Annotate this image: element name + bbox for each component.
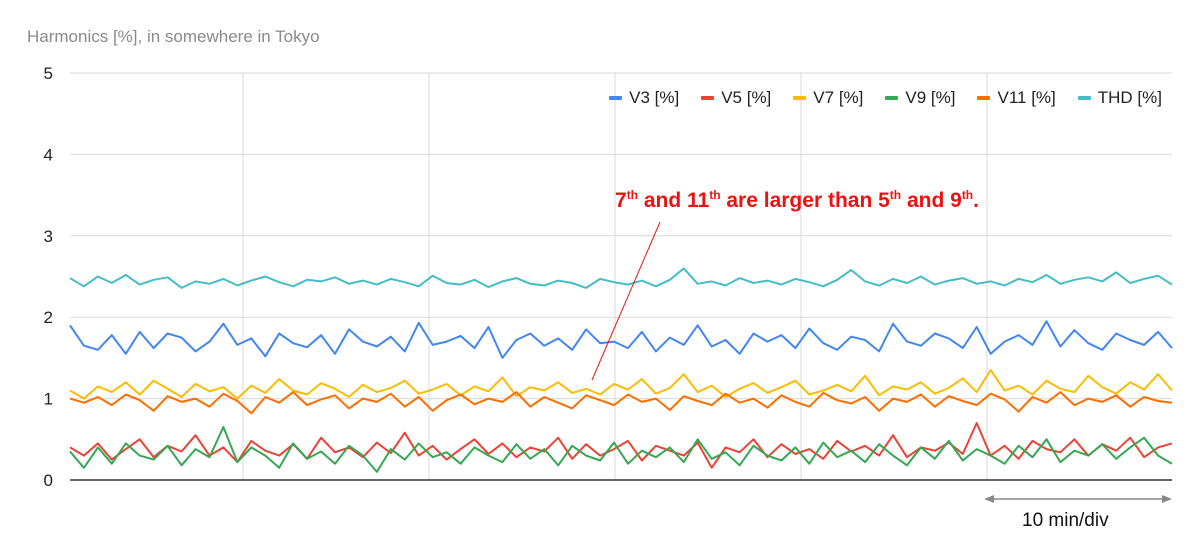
legend-item[interactable]: V7 [%] bbox=[793, 88, 863, 108]
legend-swatch-icon bbox=[977, 96, 991, 100]
y-tick-label: 2 bbox=[44, 308, 53, 327]
ordinal-suffix: th bbox=[709, 188, 721, 202]
annotation-text: and 9 bbox=[901, 189, 962, 212]
y-tick-label: 0 bbox=[44, 471, 53, 490]
y-tick-label: 1 bbox=[44, 390, 53, 409]
series-line-v9 bbox=[69, 426, 1173, 473]
legend-label: THD [%] bbox=[1097, 88, 1162, 107]
scale-arrow-right-head bbox=[1162, 495, 1172, 503]
chart-title: Harmonics [%], in somewhere in Tokyo bbox=[27, 27, 320, 46]
series-line-v11 bbox=[69, 391, 1173, 415]
ordinal-suffix: th bbox=[889, 188, 902, 202]
ordinal-suffix: th bbox=[961, 188, 974, 202]
legend-item[interactable]: V5 [%] bbox=[701, 88, 771, 108]
annotation-text: 7 bbox=[615, 189, 627, 212]
y-tick-label: 3 bbox=[44, 227, 53, 246]
legend-label: V5 [%] bbox=[721, 88, 772, 107]
series-line-v5 bbox=[69, 422, 1173, 469]
annotation-text: and 11 bbox=[638, 189, 710, 212]
legend-swatch-icon bbox=[701, 96, 715, 100]
ordinal-suffix: th bbox=[626, 188, 639, 202]
annotation: 7th and 11th are larger than 5th and 9th… bbox=[615, 188, 979, 213]
legend-swatch-icon bbox=[609, 96, 623, 100]
legend-swatch-icon bbox=[793, 96, 807, 100]
legend-item[interactable]: V9 [%] bbox=[885, 88, 955, 108]
legend-label: V9 [%] bbox=[905, 88, 956, 107]
legend-label: V3 [%] bbox=[629, 88, 680, 107]
legend-label: V7 [%] bbox=[813, 88, 864, 107]
legend: V3 [%] V5 [%] V7 [%] V9 [%] V11 [%] THD [%] bbox=[609, 88, 1162, 108]
legend-swatch-icon bbox=[1077, 96, 1091, 100]
series-line-v3 bbox=[69, 320, 1173, 359]
y-tick-label: 5 bbox=[44, 64, 53, 83]
annotation-text: . bbox=[973, 189, 979, 212]
x-scale-label: 10 min/div bbox=[1022, 510, 1109, 531]
series-line-v7 bbox=[69, 369, 1173, 400]
legend-item[interactable]: V3 [%] bbox=[609, 88, 679, 108]
legend-label: V11 [%] bbox=[997, 88, 1056, 107]
y-tick-label: 4 bbox=[44, 145, 53, 164]
legend-swatch-icon bbox=[885, 96, 899, 100]
legend-item[interactable]: V11 [%] bbox=[977, 88, 1056, 108]
scale-arrow-left-head bbox=[984, 495, 994, 503]
annotation-pointer bbox=[591, 221, 661, 381]
annotation-text: are larger than 5 bbox=[720, 189, 890, 212]
legend-item[interactable]: THD [%] bbox=[1077, 88, 1162, 108]
series-line-thd bbox=[69, 267, 1173, 289]
